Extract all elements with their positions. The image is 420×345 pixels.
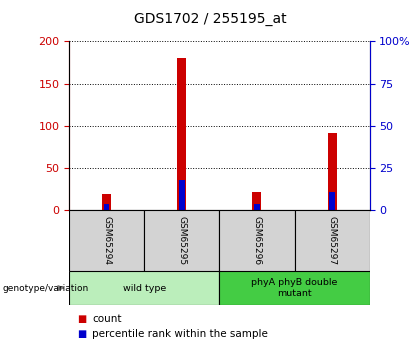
Bar [252,192,262,210]
Text: phyA phyB double
mutant: phyA phyB double mutant [251,278,338,298]
Bar [255,204,260,210]
Text: GSM65294: GSM65294 [102,216,111,265]
Bar [220,271,370,305]
Text: GSM65295: GSM65295 [177,216,186,265]
Bar [220,210,294,271]
Text: ■: ■ [77,329,86,338]
Bar [102,194,111,210]
Text: GSM65297: GSM65297 [328,216,336,265]
Text: GDS1702 / 255195_at: GDS1702 / 255195_at [134,12,286,26]
Bar [294,210,370,271]
Text: percentile rank within the sample: percentile rank within the sample [92,329,268,338]
Text: count: count [92,314,122,324]
Bar [179,180,184,210]
Text: genotype/variation: genotype/variation [2,284,88,293]
Text: GSM65296: GSM65296 [252,216,262,265]
Bar [104,204,110,210]
Bar [328,133,336,210]
Text: wild type: wild type [123,284,166,293]
Bar [177,58,186,210]
Text: ■: ■ [77,314,86,324]
Bar [69,210,144,271]
Bar [69,271,220,305]
Bar [144,210,220,271]
Bar [329,192,335,210]
